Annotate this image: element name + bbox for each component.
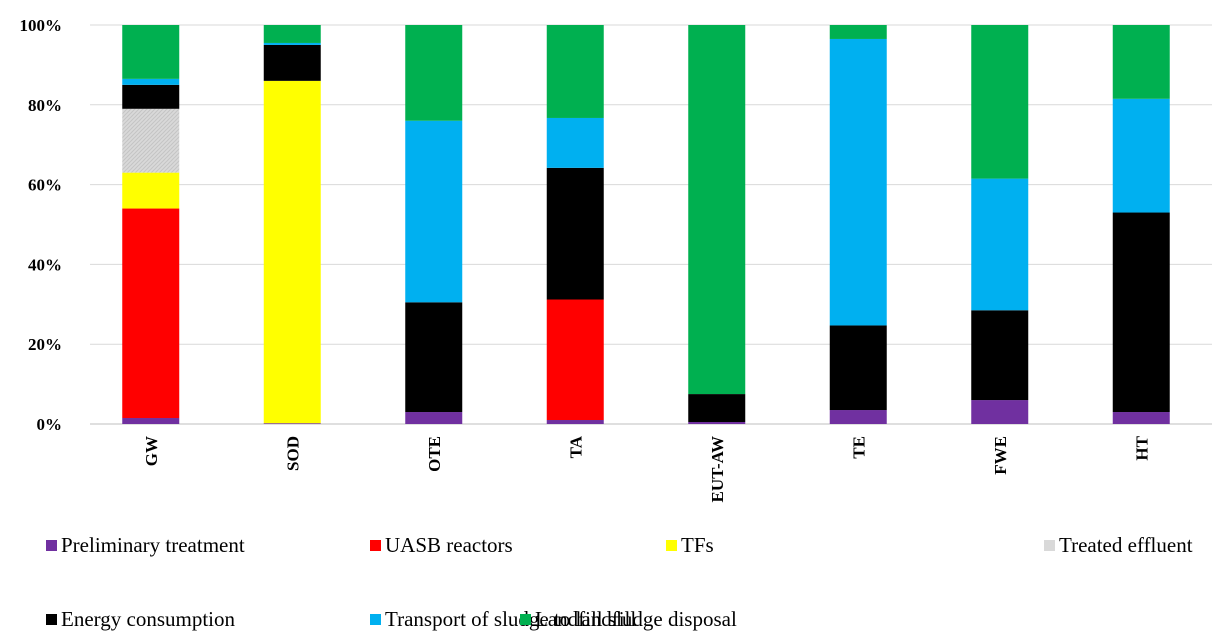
- y-tick-label: 40%: [28, 255, 62, 274]
- bar-segment-energy-consumption: [263, 44, 321, 81]
- bar-segment-landfill-sludge-disposal: [829, 25, 887, 39]
- bar-segment-energy-consumption: [971, 310, 1029, 401]
- bar-segment-landfill-sludge-disposal: [122, 25, 180, 79]
- bar-segment-landfill-sludge-disposal: [1112, 25, 1170, 99]
- bar-segment-transport-of-sludge-to-landfill: [405, 120, 463, 303]
- bar-segment-transport-of-sludge-to-landfill: [829, 38, 887, 326]
- bar-segment-preliminary-treatment: [546, 420, 604, 424]
- bar-stack-ta: [546, 25, 604, 424]
- bar-segment-preliminary-treatment: [688, 422, 746, 424]
- bar-segment-transport-of-sludge-to-landfill: [546, 117, 604, 168]
- bar-segment-landfill-sludge-disposal: [263, 25, 321, 43]
- bar-segment-preliminary-treatment: [263, 423, 321, 424]
- bar-stack-gw: [122, 25, 180, 424]
- bar-stack-ote: [405, 25, 463, 424]
- bar-segment-uasb-reactors: [122, 208, 180, 419]
- bar-segment-energy-consumption: [1112, 212, 1170, 413]
- y-tick-label: 20%: [28, 335, 62, 354]
- x-tick-label: TE: [849, 436, 868, 459]
- bar-segment-landfill-sludge-disposal: [688, 25, 746, 395]
- bar-segment-uasb-reactors: [546, 299, 604, 421]
- bar-stack-te: [829, 25, 887, 424]
- x-tick-label: FWE: [991, 436, 1010, 475]
- bar-segment-transport-of-sludge-to-landfill: [122, 78, 180, 85]
- x-tick-label: OTE: [425, 436, 444, 472]
- bar-segment-transport-of-sludge-to-landfill: [1112, 98, 1170, 213]
- bar-segment-preliminary-treatment: [1112, 412, 1170, 424]
- bar-segment-energy-consumption: [405, 302, 463, 413]
- y-axis: 0% 20% 40% 60% 80% 100%: [20, 16, 63, 434]
- y-tick-label: 100%: [20, 16, 63, 35]
- bar-stack-fwe: [971, 25, 1029, 424]
- gridlines: [90, 24, 1212, 425]
- bar-segment-treated-effluent: [122, 108, 180, 173]
- x-axis: GW SOD OTE TA EUT-AW TE FWE HT: [142, 435, 1152, 502]
- bar-segment-preliminary-treatment: [829, 410, 887, 424]
- bars: [122, 25, 1170, 424]
- bar-segment-transport-of-sludge-to-landfill: [263, 42, 321, 45]
- bar-stack-ht: [1112, 25, 1170, 424]
- bar-stack-sod: [263, 25, 321, 424]
- bar-stack-eut-aw: [688, 25, 746, 424]
- bar-segment-energy-consumption: [122, 84, 180, 109]
- bar-segment-tfs: [122, 172, 180, 209]
- bar-segment-landfill-sludge-disposal: [405, 25, 463, 121]
- x-tick-label: EUT-AW: [708, 436, 727, 502]
- bar-segment-preliminary-treatment: [405, 412, 463, 424]
- y-tick-label: 80%: [28, 96, 62, 115]
- y-tick-label: 0%: [37, 415, 63, 434]
- bar-segment-energy-consumption: [688, 394, 746, 423]
- bar-segment-energy-consumption: [829, 325, 887, 411]
- x-tick-label: HT: [1132, 435, 1151, 460]
- y-tick-label: 60%: [28, 176, 62, 195]
- bar-segment-tfs: [263, 80, 321, 424]
- bar-segment-preliminary-treatment: [122, 418, 180, 424]
- x-tick-label: GW: [142, 436, 161, 466]
- bar-segment-landfill-sludge-disposal: [546, 25, 604, 118]
- bar-segment-landfill-sludge-disposal: [971, 25, 1029, 179]
- bar-segment-preliminary-treatment: [971, 400, 1029, 424]
- bar-segment-energy-consumption: [546, 167, 604, 300]
- x-tick-label: SOD: [283, 436, 302, 471]
- bar-segment-transport-of-sludge-to-landfill: [971, 178, 1029, 311]
- x-tick-label: TA: [566, 435, 585, 458]
